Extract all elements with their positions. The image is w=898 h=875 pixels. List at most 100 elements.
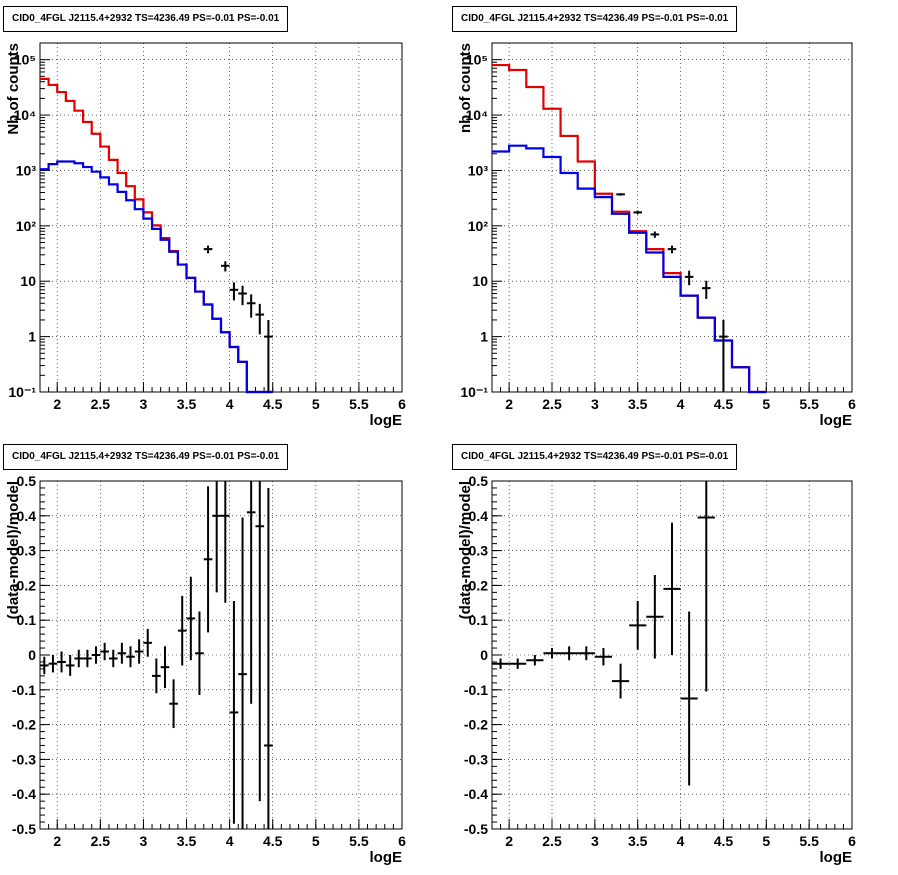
y-tick-label: 10² (468, 218, 489, 234)
data-point (509, 658, 527, 669)
y-tick-label: 10 (472, 273, 488, 289)
data-point (143, 628, 153, 657)
x-tick-label: 2.5 (542, 833, 562, 849)
x-tick-label: 6 (848, 396, 856, 412)
x-tick-label: 3 (140, 396, 148, 412)
data-point (543, 648, 561, 659)
panel-4: 2 2.5 3 3.5 4 4.5 5 5.5 6 -0.5 -0.4 -0.3 -0.2 -0.1 0 0.… (457, 473, 856, 866)
data-point (186, 576, 196, 661)
y-tick-label: 0.2 (17, 577, 37, 593)
y-tick-label: 0.3 (17, 543, 37, 559)
y-tick-label: 10⁵ (466, 52, 488, 68)
data-point (229, 282, 239, 301)
y-tick-label: 1 (480, 329, 488, 345)
data-point (126, 646, 135, 668)
data-point (100, 642, 109, 661)
histogram-series-2 (40, 160, 273, 394)
x-tick-label: 6 (398, 833, 406, 849)
data-point (264, 319, 273, 392)
x-tick-label: 2.5 (91, 833, 111, 849)
x-tick-label: 4.5 (714, 833, 734, 849)
y-tick-label: 10⁵ (14, 52, 36, 68)
data-point (255, 303, 265, 335)
x-tick-label: 5 (762, 396, 770, 412)
data-point (577, 646, 595, 661)
data-point (633, 210, 642, 215)
data-point (492, 658, 510, 669)
y-tick-label: -0.2 (464, 717, 488, 733)
y-axis-label: (data-model)/model (457, 481, 474, 619)
y-tick-label: -0.4 (464, 786, 488, 802)
plot-frame (491, 42, 853, 393)
x-tick-label: 4 (677, 396, 685, 412)
data-point (667, 245, 677, 254)
data-point (629, 601, 647, 650)
panel-4-title: CID0_4FGL J2115.4+2932 TS=4236.49 PS=-0.… (452, 444, 738, 470)
y-tick-label: -0.3 (464, 751, 488, 767)
data-point (264, 487, 273, 829)
data-point (221, 481, 230, 603)
y-tick-label: -0.5 (464, 821, 488, 837)
data-point (646, 574, 664, 659)
data-point (697, 481, 715, 692)
x-tick-label: 3.5 (628, 396, 648, 412)
data-point (246, 481, 256, 704)
x-tick-label: 2 (53, 833, 61, 849)
data-point (117, 642, 127, 664)
x-tick-label: 4 (677, 833, 685, 849)
panel-3: 2 2.5 3 3.5 4 4.5 5 5.5 6 -0.5 -0.4 -0.3 -0.2 -0.1 0 0.… (5, 473, 406, 866)
data-point (203, 486, 213, 633)
y-tick-label: 0 (28, 647, 36, 663)
data-point (594, 648, 612, 666)
x-tick-label: 5 (312, 396, 320, 412)
x-tick-label: 2 (505, 833, 513, 849)
data-point (238, 285, 247, 306)
y-tick-label: 0.1 (17, 612, 37, 628)
y-tick-label: 10³ (468, 162, 489, 178)
x-tick-label: 5 (762, 833, 770, 849)
data-point (238, 517, 247, 829)
data-point (246, 294, 256, 318)
data-point (221, 261, 230, 272)
x-tick-label: 3 (591, 833, 599, 849)
data-point (48, 655, 58, 673)
data-point (203, 245, 213, 254)
x-axis-label: logE (370, 849, 403, 866)
x-tick-label: 3.5 (628, 833, 648, 849)
x-tick-label: 4 (226, 396, 234, 412)
data-point (91, 646, 101, 664)
x-tick-label: 2 (505, 396, 513, 412)
y-axis-label: (data-model)/model (5, 481, 22, 619)
x-tick-label: 5 (312, 833, 320, 849)
x-tick-label: 3 (591, 396, 599, 412)
data-point (40, 656, 49, 675)
x-tick-label: 2 (53, 396, 61, 412)
y-tick-label: 0.4 (17, 508, 37, 524)
x-tick-label: 3.5 (177, 833, 197, 849)
data-point (160, 646, 170, 689)
plot-frame (39, 42, 403, 393)
y-tick-label: 0.2 (469, 577, 489, 593)
data-point (195, 611, 204, 696)
y-tick-label: 10⁻¹ (460, 384, 488, 400)
x-axis-label: logE (370, 412, 403, 429)
y-tick-label: 0 (480, 647, 488, 663)
data-point (702, 280, 711, 299)
x-tick-label: 4.5 (714, 396, 734, 412)
x-axis-label: logE (820, 849, 853, 866)
x-tick-label: 2.5 (542, 396, 562, 412)
panel-3-title: CID0_4FGL J2115.4+2932 TS=4236.49 PS=-0.… (3, 444, 289, 470)
y-axis-label: nb of counts (457, 43, 474, 133)
y-tick-label: 10 (20, 273, 36, 289)
data-point (719, 319, 728, 392)
y-tick-label: 0.5 (469, 473, 489, 489)
y-tick-label: 10⁻¹ (8, 384, 36, 400)
y-tick-label: 10⁴ (14, 107, 37, 123)
data-point (74, 649, 84, 668)
y-tick-label: -0.2 (12, 717, 36, 733)
x-tick-label: 2.5 (91, 396, 111, 412)
y-tick-label: -0.5 (12, 821, 36, 837)
x-tick-label: 6 (398, 396, 406, 412)
y-tick-label: -0.1 (464, 682, 488, 698)
data-point (616, 193, 625, 196)
